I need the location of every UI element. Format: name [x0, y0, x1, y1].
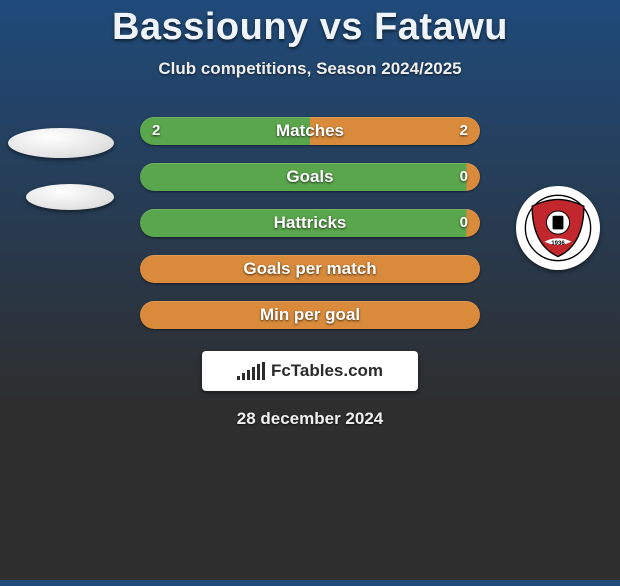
stat-value-right: 0: [460, 163, 468, 191]
right-club-badge: 1936: [516, 186, 600, 270]
stat-row: Goals 0: [140, 163, 480, 191]
watermark-bar: [247, 370, 250, 380]
stat-label: Goals per match: [243, 259, 376, 279]
stat-value-right: 0: [460, 209, 468, 237]
page-title: Bassiouny vs Fatawu: [0, 6, 620, 49]
stat-label: Matches: [276, 121, 344, 141]
stat-label: Hattricks: [274, 213, 347, 233]
stat-row: Matches 2 2: [140, 117, 480, 145]
left-player-ellipse-2: [26, 184, 114, 210]
watermark: FcTables.com: [202, 351, 418, 391]
watermark-text: FcTables.com: [271, 361, 383, 381]
page-subtitle: Club competitions, Season 2024/2025: [0, 59, 620, 79]
stat-value-left: 2: [152, 117, 160, 145]
stat-row: Hattricks 0: [140, 209, 480, 237]
stat-value-right: 2: [460, 117, 468, 145]
stat-row: Min per goal: [140, 301, 480, 329]
date-label: 28 december 2024: [0, 409, 620, 429]
watermark-bar: [262, 362, 265, 380]
left-player-ellipse-1: [8, 128, 114, 158]
watermark-bar: [242, 373, 245, 380]
stat-label: Min per goal: [260, 305, 360, 325]
watermark-bar: [237, 376, 240, 380]
svg-text:1936: 1936: [551, 240, 565, 247]
stat-label: Goals: [286, 167, 333, 187]
watermark-bars-icon: [237, 362, 265, 380]
watermark-bar: [252, 367, 255, 380]
watermark-bar: [257, 364, 260, 380]
stat-row: Goals per match: [140, 255, 480, 283]
club-badge-icon: 1936: [524, 194, 592, 262]
